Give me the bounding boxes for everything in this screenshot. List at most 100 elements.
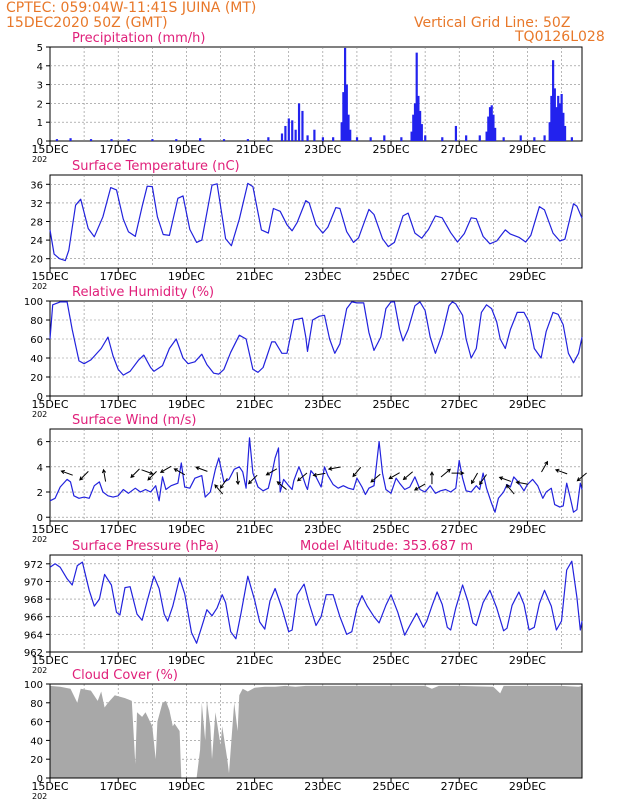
precip-bar xyxy=(441,137,444,141)
wind-arrow xyxy=(327,466,341,471)
plot-frame-top xyxy=(49,683,583,779)
wind-arrow xyxy=(554,468,568,475)
precip-bar xyxy=(347,114,350,141)
x-tick-label: 25DEC xyxy=(372,398,409,411)
precip-bar xyxy=(487,116,490,141)
precip-bar xyxy=(502,137,505,141)
wind-arrow xyxy=(101,468,107,482)
x-tick-label: 17DEC xyxy=(100,654,137,667)
y-tick-label: 962 xyxy=(24,648,43,659)
y-tick-label: 968 xyxy=(24,595,43,606)
wind-arrow xyxy=(541,460,549,473)
wind-arrow xyxy=(159,465,172,473)
precip-bar xyxy=(560,94,563,141)
year-stub-label: 202 xyxy=(32,282,47,291)
y-tick-label: 0 xyxy=(37,137,43,148)
precip-bar xyxy=(465,135,468,141)
x-tick-label: 29DEC xyxy=(509,398,546,411)
precip-bar xyxy=(485,131,488,141)
year-stub-label: 202 xyxy=(32,535,47,544)
precip-bar xyxy=(488,107,492,141)
y-tick-label: 1 xyxy=(37,118,43,129)
header: CPTEC: 059:04W-11:41S JUINA (MT) 15DEC20… xyxy=(0,0,618,46)
x-tick-label: 19DEC xyxy=(168,143,205,156)
x-tick-label: 23DEC xyxy=(304,270,341,283)
x-tick-label: 23DEC xyxy=(304,780,341,793)
wind-arrow xyxy=(388,472,400,480)
precip-bar xyxy=(420,124,423,141)
x-tick-label: 15DEC xyxy=(31,654,68,667)
precip-bar xyxy=(287,118,290,141)
x-tick-label: 29DEC xyxy=(509,523,546,536)
precip-bar xyxy=(533,137,536,141)
series-line xyxy=(49,560,583,644)
precip-bar xyxy=(490,105,493,141)
year-stub-label: 202 xyxy=(32,155,47,164)
y-tick-label: 32 xyxy=(30,199,43,210)
precip-bar xyxy=(454,125,458,141)
precip-bar xyxy=(321,137,325,141)
x-tick-label: 29DEC xyxy=(509,270,546,283)
precip-bar xyxy=(280,133,284,141)
y-tick-label: 100 xyxy=(24,680,43,691)
y-tick-label: 2 xyxy=(37,488,43,499)
panel-5: 962 964 966 968 970 972 Surface Pressure (hPa)… xyxy=(24,539,583,675)
wind-arrow xyxy=(471,472,479,485)
x-tick-label: 15DEC xyxy=(31,523,68,536)
model-altitude-label: Model Altitude: 353.687 m xyxy=(300,539,473,554)
y-tick-label: 40 xyxy=(30,354,43,365)
wind-arrow xyxy=(235,472,240,486)
precip-bar xyxy=(69,138,72,141)
y-tick-label: 60 xyxy=(30,718,43,729)
x-tick-label: 29DEC xyxy=(509,143,546,156)
x-tick-label: 21DEC xyxy=(236,270,273,283)
y-tick-label: 6 xyxy=(37,438,43,449)
precip-bar xyxy=(369,137,372,141)
precip-bar xyxy=(553,88,556,141)
wind-arrow xyxy=(402,471,413,481)
wind-arrow xyxy=(312,472,326,478)
precip-bar xyxy=(301,110,304,141)
station-title: CPTEC: 059:04W-11:41S JUINA (MT) xyxy=(6,0,257,16)
x-tick-label: 25DEC xyxy=(372,523,409,536)
precip-bar xyxy=(410,131,413,141)
precip-bar xyxy=(89,139,93,141)
precip-bar xyxy=(562,112,565,141)
x-tick-label: 15DEC xyxy=(31,143,68,156)
y-tick-label: 36 xyxy=(30,180,43,191)
x-tick-label: 25DEC xyxy=(372,780,409,793)
y-tick-label: 0 xyxy=(37,513,43,524)
y-tick-label: 964 xyxy=(24,630,43,641)
x-tick-label: 27DEC xyxy=(441,270,478,283)
run-date: 15DEC2020 50Z (GMT) xyxy=(6,15,168,31)
precip-bar xyxy=(415,52,418,141)
x-tick-label: 21DEC xyxy=(236,398,273,411)
precip-bar xyxy=(349,129,352,141)
panel-title: Surface Temperature (nC) xyxy=(72,159,240,174)
y-tick-label: 972 xyxy=(24,560,43,571)
cloud-cover-area xyxy=(50,685,582,778)
precip-bar xyxy=(343,47,347,141)
panel-1: 0 1 2 3 4 5 Precipitation (mm/h) 15DEC 17DEC 19DE… xyxy=(31,31,583,164)
x-tick-label: 27DEC xyxy=(441,780,478,793)
y-tick-label: 24 xyxy=(30,236,43,247)
y-tick-label: 60 xyxy=(30,335,43,346)
wind-arrow xyxy=(219,477,228,489)
precip-bar xyxy=(55,139,59,141)
year-stub-label: 202 xyxy=(32,666,47,675)
y-tick-label: 4 xyxy=(37,62,43,73)
wind-arrow xyxy=(498,476,512,482)
precip-bar xyxy=(543,135,546,141)
precip-bar xyxy=(494,127,497,141)
x-tick-label: 15DEC xyxy=(31,780,68,793)
x-tick-label: 23DEC xyxy=(304,398,341,411)
x-tick-label: 21DEC xyxy=(236,143,273,156)
precip-bar xyxy=(291,120,294,141)
x-tick-label: 19DEC xyxy=(168,523,205,536)
y-tick-label: 20 xyxy=(30,755,43,766)
precip-bar xyxy=(340,122,343,141)
y-tick-label: 4 xyxy=(37,463,43,474)
plot-frame xyxy=(49,46,583,142)
x-tick-label: 29DEC xyxy=(509,780,546,793)
precip-bar xyxy=(342,92,345,141)
